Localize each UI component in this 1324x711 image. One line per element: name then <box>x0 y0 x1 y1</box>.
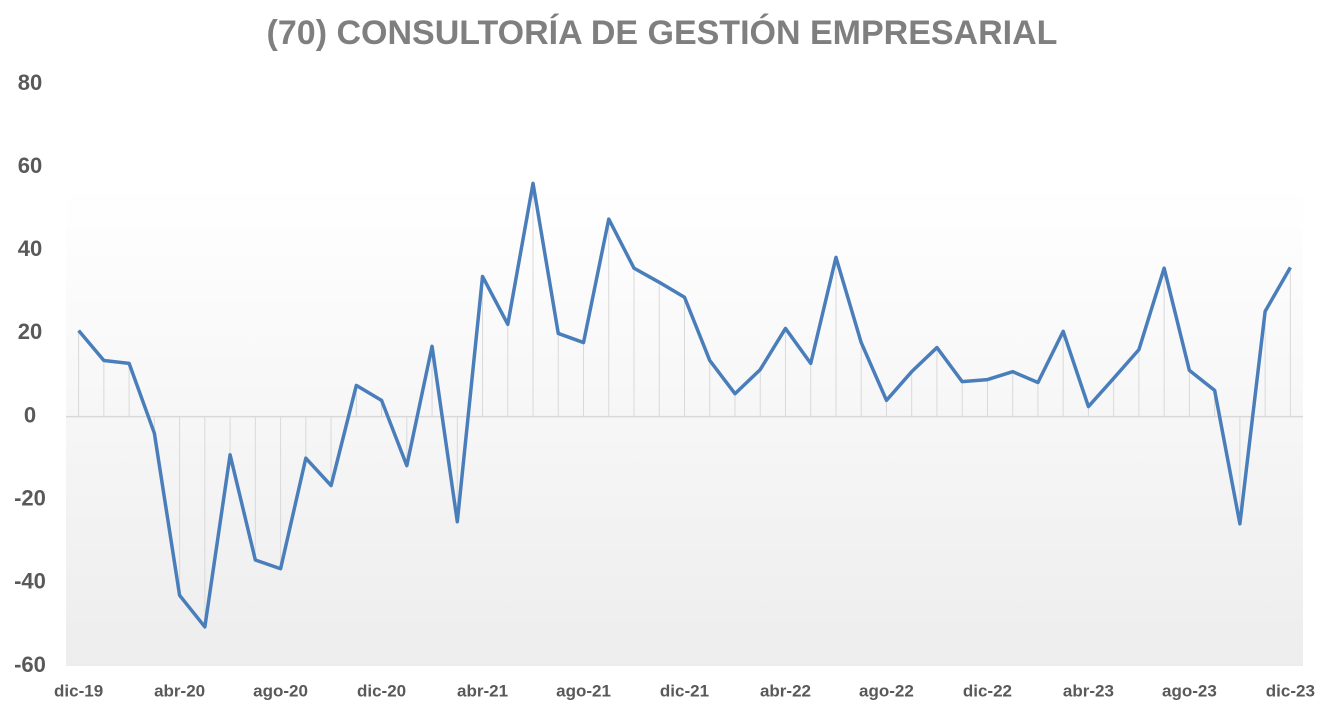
x-tick-label: dic-21 <box>660 681 709 700</box>
x-tick-label: abr-23 <box>1063 681 1114 700</box>
x-tick-label: dic-22 <box>963 681 1012 700</box>
x-tick-label: abr-21 <box>457 681 508 700</box>
y-tick-label: 0 <box>24 402 36 427</box>
y-tick-label: -20 <box>14 486 46 511</box>
x-tick-label: ago-20 <box>253 681 308 700</box>
x-tick-label: dic-19 <box>54 681 103 700</box>
plot-background <box>66 185 1303 666</box>
x-tick-label: dic-20 <box>357 681 406 700</box>
y-tick-label: -40 <box>14 569 46 594</box>
y-tick-label: 60 <box>18 153 42 178</box>
x-tick-label: dic-23 <box>1266 681 1315 700</box>
y-tick-label: 40 <box>18 236 42 261</box>
x-tick-label: abr-22 <box>760 681 811 700</box>
x-tick-label: ago-23 <box>1162 681 1217 700</box>
x-tick-label: ago-21 <box>556 681 611 700</box>
series-line <box>77 181 1292 629</box>
x-tick-label: abr-20 <box>154 681 205 700</box>
y-tick-label: 80 <box>18 70 42 95</box>
chart-title: (70) CONSULTORÍA DE GESTIÓN EMPRESARIAL <box>267 14 1058 52</box>
y-tick-label: -60 <box>14 652 46 677</box>
x-tick-label: ago-22 <box>859 681 914 700</box>
y-tick-label: 20 <box>18 319 42 344</box>
